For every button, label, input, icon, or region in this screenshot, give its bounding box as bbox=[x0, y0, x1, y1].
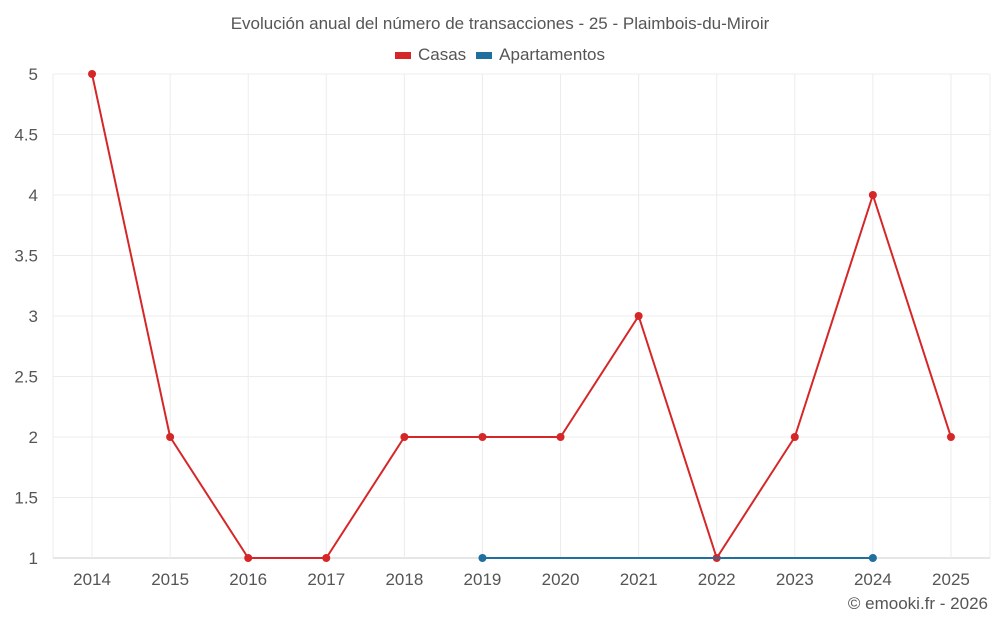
y-tick-label: 3 bbox=[29, 307, 38, 326]
x-tick-label: 2017 bbox=[307, 570, 345, 589]
x-tick-label: 2015 bbox=[151, 570, 189, 589]
y-tick-label: 4.5 bbox=[14, 126, 38, 145]
x-tick-label: 2021 bbox=[620, 570, 658, 589]
y-tick-label: 2.5 bbox=[14, 368, 38, 387]
legend: Casas Apartamentos bbox=[0, 45, 1000, 65]
legend-item-apartamentos[interactable]: Apartamentos bbox=[476, 45, 605, 65]
legend-label-casas: Casas bbox=[417, 45, 467, 64]
credit-text: © emooki.fr - 2026 bbox=[847, 594, 988, 613]
data-point-casas bbox=[400, 433, 409, 441]
legend-label-apartamentos: Apartamentos bbox=[499, 45, 606, 64]
data-point-casas bbox=[166, 433, 175, 441]
x-tick-label: 2018 bbox=[385, 570, 423, 589]
y-tick-label: 1 bbox=[29, 549, 38, 568]
x-tick-label: 2019 bbox=[464, 570, 502, 589]
series-line-casas bbox=[91, 73, 952, 559]
x-tick-label: 2024 bbox=[854, 570, 892, 589]
y-tick-label: 5 bbox=[29, 65, 38, 84]
data-point-casas bbox=[556, 433, 565, 441]
legend-item-casas[interactable]: Casas bbox=[394, 45, 467, 65]
data-point-apartamentos bbox=[868, 554, 877, 562]
x-tick-label: 2020 bbox=[542, 570, 580, 589]
x-tick-label: 2025 bbox=[932, 570, 970, 589]
x-tick-label: 2022 bbox=[698, 570, 736, 589]
x-tick-label: 2016 bbox=[229, 570, 267, 589]
data-point-casas bbox=[868, 191, 877, 199]
data-point-casas bbox=[478, 433, 487, 441]
x-tick-label: 2023 bbox=[776, 570, 814, 589]
chart-title: Evolución anual del número de transaccio… bbox=[230, 14, 770, 33]
data-point-casas bbox=[946, 433, 955, 441]
data-point-casas bbox=[88, 70, 97, 78]
y-tick-label: 1.5 bbox=[14, 489, 38, 508]
data-point-apartamentos bbox=[478, 554, 487, 562]
legend-swatch-casas bbox=[394, 51, 411, 59]
x-tick-label: 2014 bbox=[73, 570, 111, 589]
y-tick-label: 2 bbox=[29, 428, 38, 447]
data-point-casas bbox=[244, 554, 253, 562]
legend-swatch-apartamentos bbox=[476, 51, 493, 59]
data-point-casas bbox=[322, 554, 331, 562]
data-point-casas bbox=[790, 433, 799, 441]
y-tick-label: 4 bbox=[29, 186, 38, 205]
y-tick-label: 3.5 bbox=[14, 247, 38, 266]
data-point-casas bbox=[634, 312, 643, 320]
